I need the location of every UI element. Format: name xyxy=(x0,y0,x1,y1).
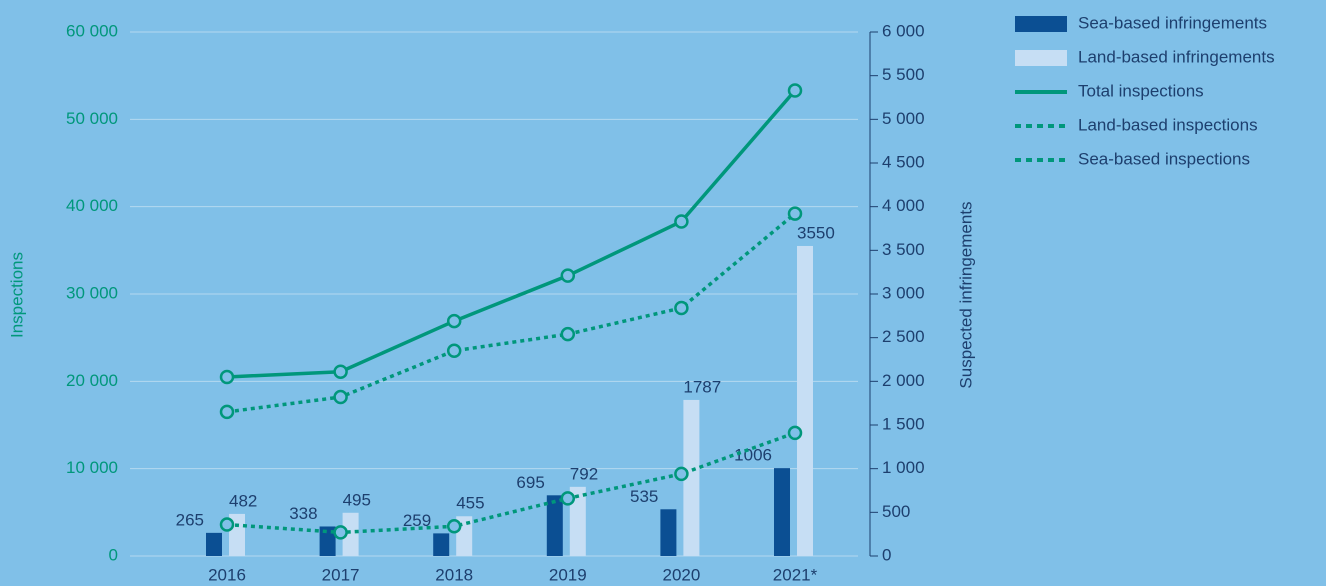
legend-swatch xyxy=(1015,50,1067,66)
y2-tick-label: 2 000 xyxy=(882,371,925,390)
line-marker xyxy=(560,491,576,506)
line-marker xyxy=(674,214,689,229)
bar xyxy=(546,495,563,556)
data-label: 792 xyxy=(570,464,598,483)
legend-label: Land-based infringements xyxy=(1078,47,1275,66)
y-tick-label: 20 000 xyxy=(66,371,118,390)
y2-tick-label: 3 000 xyxy=(882,283,925,302)
bar xyxy=(569,486,586,556)
data-label: 695 xyxy=(516,473,544,492)
y2-tick-label: 1 500 xyxy=(882,414,925,433)
data-label: 482 xyxy=(229,491,257,510)
bar xyxy=(206,532,222,556)
line-marker xyxy=(674,466,689,482)
bar xyxy=(660,509,677,556)
data-label: 265 xyxy=(176,510,204,529)
bar xyxy=(342,512,359,556)
y2-tick-label: 5 500 xyxy=(882,65,925,84)
x-tick-label: 2021* xyxy=(773,565,818,584)
legend-label: Total inspections xyxy=(1078,81,1204,100)
bar xyxy=(433,533,450,556)
bar xyxy=(319,526,336,556)
data-label: 259 xyxy=(403,511,431,530)
line-marker xyxy=(560,326,576,342)
y2-tick-label: 3 500 xyxy=(882,240,925,259)
line-marker xyxy=(446,519,462,534)
line-marker xyxy=(787,83,803,98)
x-tick-label: 2019 xyxy=(549,565,587,584)
data-label: 1787 xyxy=(683,377,721,396)
line xyxy=(226,431,796,535)
data-label: 1006 xyxy=(734,446,772,465)
x-tick-label: 2020 xyxy=(662,565,700,584)
line-marker xyxy=(219,404,235,420)
data-label: 3550 xyxy=(797,223,835,242)
line-marker xyxy=(787,425,803,441)
bar xyxy=(774,468,790,556)
y2-tick-label: 500 xyxy=(882,502,910,521)
y2-tick-label: 4 000 xyxy=(882,196,925,215)
data-label: 455 xyxy=(456,494,484,513)
y2-tick-label: 5 000 xyxy=(882,109,925,128)
line-marker xyxy=(333,525,348,540)
legend-label: Land-based inspections xyxy=(1078,115,1258,134)
y-tick-label: 60 000 xyxy=(66,21,118,40)
line-marker xyxy=(333,389,348,405)
y-tick-label: 10 000 xyxy=(66,458,118,477)
x-tick-label: 2018 xyxy=(435,565,473,584)
line xyxy=(226,89,797,379)
y-tick-label: 40 000 xyxy=(66,196,118,215)
y2-tick-label: 4 500 xyxy=(882,152,925,171)
data-label: 535 xyxy=(630,487,658,506)
y-tick-label: 30 000 xyxy=(66,283,118,302)
line-marker xyxy=(674,300,689,316)
line-marker xyxy=(446,313,462,329)
y2-tick-label: 6 000 xyxy=(882,21,925,40)
legend-label: Sea-based infringements xyxy=(1078,13,1267,32)
x-tick-label: 2017 xyxy=(322,565,360,584)
y-tick-label: 50 000 xyxy=(66,109,118,128)
y2-axis-title: Suspected infringements xyxy=(956,201,975,388)
x-tick-label: 2016 xyxy=(208,565,246,584)
line-marker xyxy=(787,206,803,221)
y2-tick-label: 2 500 xyxy=(882,327,925,346)
line-marker xyxy=(333,364,348,379)
line-marker xyxy=(560,268,576,283)
y2-tick-label: 0 xyxy=(882,545,891,564)
y-tick-label: 0 xyxy=(109,545,118,564)
line-marker xyxy=(219,369,235,385)
bar xyxy=(683,399,700,556)
y2-tick-label: 1 000 xyxy=(882,458,925,477)
bar xyxy=(797,245,813,556)
data-label: 338 xyxy=(289,504,317,523)
data-label: 495 xyxy=(343,490,371,509)
line-marker xyxy=(219,517,235,532)
line-marker xyxy=(446,343,462,359)
y-axis-title: Inspections xyxy=(7,252,26,338)
legend-label: Sea-based inspections xyxy=(1078,149,1250,168)
legend-swatch xyxy=(1015,16,1067,32)
